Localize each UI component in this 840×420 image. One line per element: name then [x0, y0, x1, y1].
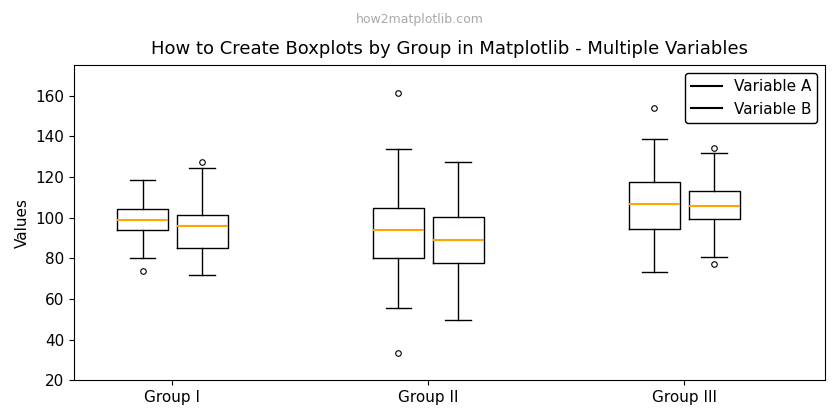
Title: How to Create Boxplots by Group in Matplotlib - Multiple Variables: How to Create Boxplots by Group in Matpl…	[151, 40, 748, 58]
Y-axis label: Values: Values	[15, 198, 30, 248]
Legend: Variable A, Variable B: Variable A, Variable B	[685, 73, 817, 123]
Text: how2matplotlib.com: how2matplotlib.com	[356, 13, 484, 26]
